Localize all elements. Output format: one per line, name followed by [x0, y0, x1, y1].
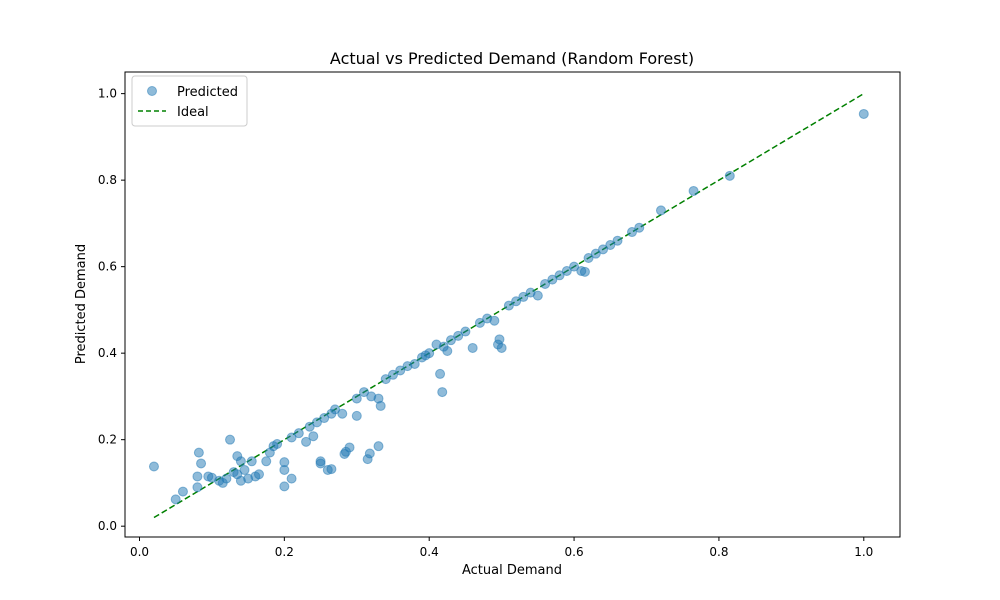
- data-point: [308, 431, 319, 442]
- data-point: [286, 473, 297, 484]
- data-point: [532, 290, 543, 301]
- chart-title: Actual vs Predicted Demand (Random Fores…: [330, 49, 694, 68]
- x-tick-label: 0.0: [130, 545, 149, 559]
- data-point: [435, 368, 446, 379]
- data-point: [395, 365, 406, 376]
- data-point: [304, 421, 315, 432]
- data-point: [688, 185, 699, 196]
- data-point: [192, 471, 203, 482]
- data-point: [453, 330, 464, 341]
- x-tick-label: 0.2: [275, 545, 294, 559]
- data-point: [373, 441, 384, 452]
- data-point: [286, 432, 297, 443]
- points-layer: [148, 108, 869, 505]
- data-point: [554, 270, 565, 281]
- y-axis-label: Predicted Demand: [74, 244, 89, 364]
- data-point: [359, 387, 370, 398]
- data-point: [246, 456, 257, 467]
- data-point: [337, 408, 348, 419]
- data-point: [494, 334, 505, 345]
- data-point: [437, 387, 448, 398]
- data-point: [301, 436, 312, 447]
- legend-marker-predicted: [147, 86, 157, 96]
- data-point: [319, 413, 330, 424]
- data-point: [612, 235, 623, 246]
- data-point: [170, 494, 181, 505]
- data-point: [344, 442, 355, 453]
- x-tick-label: 0.6: [565, 545, 584, 559]
- data-point: [272, 439, 283, 449]
- data-point: [351, 393, 362, 404]
- y-axis-ticks: 0.0 0.2 0.4 0.6 0.8 1.0: [98, 87, 125, 533]
- data-point: [634, 222, 645, 233]
- data-point: [489, 315, 500, 326]
- data-point: [279, 481, 290, 492]
- y-tick-label: 0.6: [98, 260, 117, 274]
- data-point: [598, 244, 609, 255]
- x-tick-label: 0.8: [709, 545, 728, 559]
- y-tick-label: 0.8: [98, 173, 117, 187]
- legend: Predicted Ideal: [131, 75, 248, 127]
- data-point: [315, 458, 326, 469]
- data-point: [221, 473, 232, 484]
- legend-label-ideal: Ideal: [177, 105, 209, 120]
- data-point: [569, 261, 580, 272]
- x-tick-label: 0.4: [420, 545, 439, 559]
- data-point: [225, 434, 236, 445]
- data-point: [380, 374, 391, 385]
- y-tick-label: 0.4: [98, 346, 117, 360]
- data-point: [424, 348, 435, 359]
- data-point: [518, 291, 529, 302]
- data-point: [579, 266, 590, 277]
- data-point: [375, 400, 386, 411]
- data-point: [627, 227, 638, 238]
- data-point: [442, 346, 453, 356]
- data-point: [148, 461, 159, 472]
- data-point: [655, 205, 666, 216]
- data-point: [311, 417, 322, 428]
- data-point: [253, 469, 264, 480]
- plot-frame: [124, 71, 901, 538]
- data-point: [511, 296, 522, 307]
- data-point: [261, 456, 272, 467]
- x-axis-ticks: 0.0 0.2 0.4 0.6 0.8 1.0: [130, 537, 873, 559]
- data-point: [330, 404, 341, 415]
- data-point: [445, 335, 456, 346]
- data-point: [590, 248, 601, 259]
- data-point: [409, 358, 420, 369]
- data-point: [561, 265, 572, 276]
- data-point: [547, 274, 558, 285]
- data-point: [858, 108, 869, 119]
- data-point: [326, 464, 337, 475]
- y-tick-label: 1.0: [98, 87, 117, 101]
- data-point: [279, 464, 290, 475]
- data-point: [364, 448, 375, 459]
- data-point: [724, 170, 735, 181]
- x-tick-label: 1.0: [854, 545, 873, 559]
- data-point: [192, 482, 203, 493]
- data-point: [177, 486, 188, 497]
- data-point: [239, 464, 250, 475]
- data-point: [293, 428, 304, 439]
- data-point: [196, 458, 207, 469]
- data-point: [474, 317, 485, 328]
- legend-label-predicted: Predicted: [177, 85, 238, 100]
- data-point: [235, 456, 246, 467]
- legend-box: [131, 75, 248, 127]
- x-axis-label: Actual Demand: [462, 563, 562, 578]
- data-point: [503, 300, 514, 311]
- data-point: [467, 342, 478, 353]
- data-point: [540, 278, 551, 289]
- data-point: [605, 240, 616, 251]
- y-tick-label: 0.2: [98, 433, 117, 447]
- data-point: [460, 326, 471, 337]
- data-point: [387, 369, 398, 380]
- plot-area: 0.0 0.2 0.4 0.6 0.8 1.0 0.0 0.2 0.4 0.6 0.8 1.0: [98, 71, 901, 559]
- data-point: [193, 447, 204, 458]
- data-point: [583, 253, 594, 263]
- y-tick-label: 0.0: [98, 519, 117, 533]
- data-point: [351, 410, 362, 421]
- data-point: [496, 342, 507, 353]
